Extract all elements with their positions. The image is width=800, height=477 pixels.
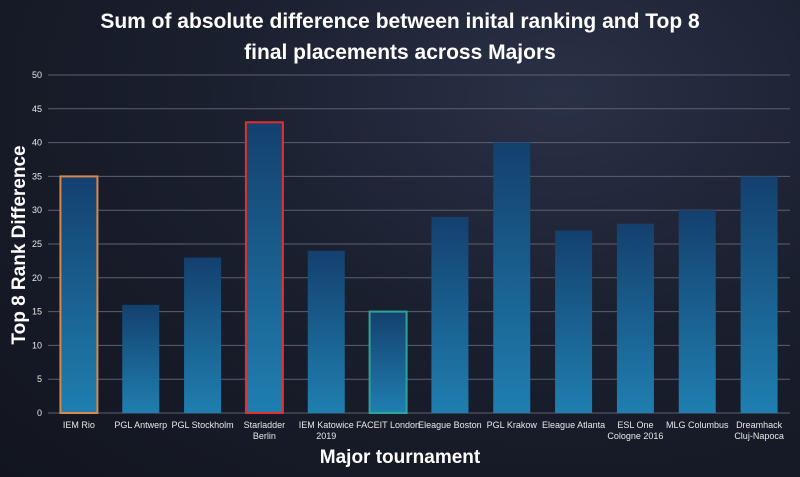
y-tick-label: 40 [32, 138, 42, 148]
x-tick-label: Dreamhack Cluj-Napoca [734, 420, 784, 441]
bar [740, 176, 778, 413]
bar [616, 223, 654, 413]
x-tick-label-line: Berlin [253, 431, 276, 441]
x-tick-label: PGL Antwerp [114, 420, 167, 430]
bar [678, 210, 716, 413]
x-tick-label: Eleague Boston [418, 420, 482, 430]
x-tick-label-line: Dreamhack [736, 420, 783, 430]
x-tick-label: IEM Rio [63, 420, 95, 430]
x-tick-label-line: 2019 [316, 431, 336, 441]
gridlines [48, 74, 790, 414]
x-tick-label: MLG Columbus [666, 420, 729, 430]
y-tick-label: 5 [37, 374, 42, 384]
x-tick-label: PGL Stockholm [171, 420, 233, 430]
bar [368, 310, 408, 415]
x-tick-label-line: Starladder [244, 420, 286, 430]
bar [431, 216, 469, 413]
x-axis-label: Major tournament [319, 447, 481, 468]
x-tick-label-line: IEM Rio [63, 420, 95, 430]
y-tick-labels: 0 5 10 15 20 25 30 35 40 45 50 [32, 70, 42, 418]
x-tick-label-line: Cologne 2016 [607, 431, 663, 441]
x-tick-label-line: PGL Krakow [487, 420, 538, 430]
y-tick-label: 35 [32, 171, 42, 181]
x-tick-label-line: ESL One [617, 420, 653, 430]
y-tick-label: 0 [37, 408, 42, 418]
x-tick-label: Starladder Berlin [244, 420, 286, 441]
bar [184, 257, 222, 413]
bar [59, 175, 99, 414]
y-tick-label: 15 [32, 307, 42, 317]
x-tick-label: ESL One Cologne 2016 [607, 420, 663, 441]
x-tick-label: IEM Katowice 2019 [299, 420, 354, 441]
bar [244, 121, 284, 414]
y-tick-label: 20 [32, 273, 42, 283]
bar [493, 142, 531, 413]
x-tick-label-line: IEM Katowice [299, 420, 354, 430]
bar [307, 250, 345, 413]
x-tick-label-line: FACEIT London [356, 420, 420, 430]
y-tick-label: 30 [32, 205, 42, 215]
x-tick-label-line: Cluj-Napoca [734, 431, 784, 441]
x-tick-label: Eleague Atlanta [542, 420, 605, 430]
chart-title: Sum of absolute difference between inita… [0, 6, 800, 68]
y-tick-label: 10 [32, 340, 42, 350]
x-tick-label-line: Eleague Boston [418, 420, 482, 430]
x-tick-label-line: PGL Stockholm [171, 420, 233, 430]
chart-title-line-1: Sum of absolute difference between inita… [100, 10, 700, 33]
x-tick-label: PGL Krakow [487, 420, 538, 430]
y-tick-label: 45 [32, 104, 42, 114]
bar [555, 230, 593, 413]
bar [122, 304, 160, 413]
chart-title-line-2: final placements across Majors [244, 41, 556, 64]
x-tick-labels: IEM Rio PGL Antwerp PGL Stockholm Starladde… [63, 420, 784, 441]
x-tick-label-line: MLG Columbus [666, 420, 729, 430]
y-tick-label: 50 [32, 70, 42, 80]
x-tick-label: FACEIT London [356, 420, 420, 430]
bars [59, 121, 778, 415]
y-tick-label: 25 [32, 239, 42, 249]
x-tick-label-line: Eleague Atlanta [542, 420, 605, 430]
x-tick-label-line: PGL Antwerp [114, 420, 167, 430]
